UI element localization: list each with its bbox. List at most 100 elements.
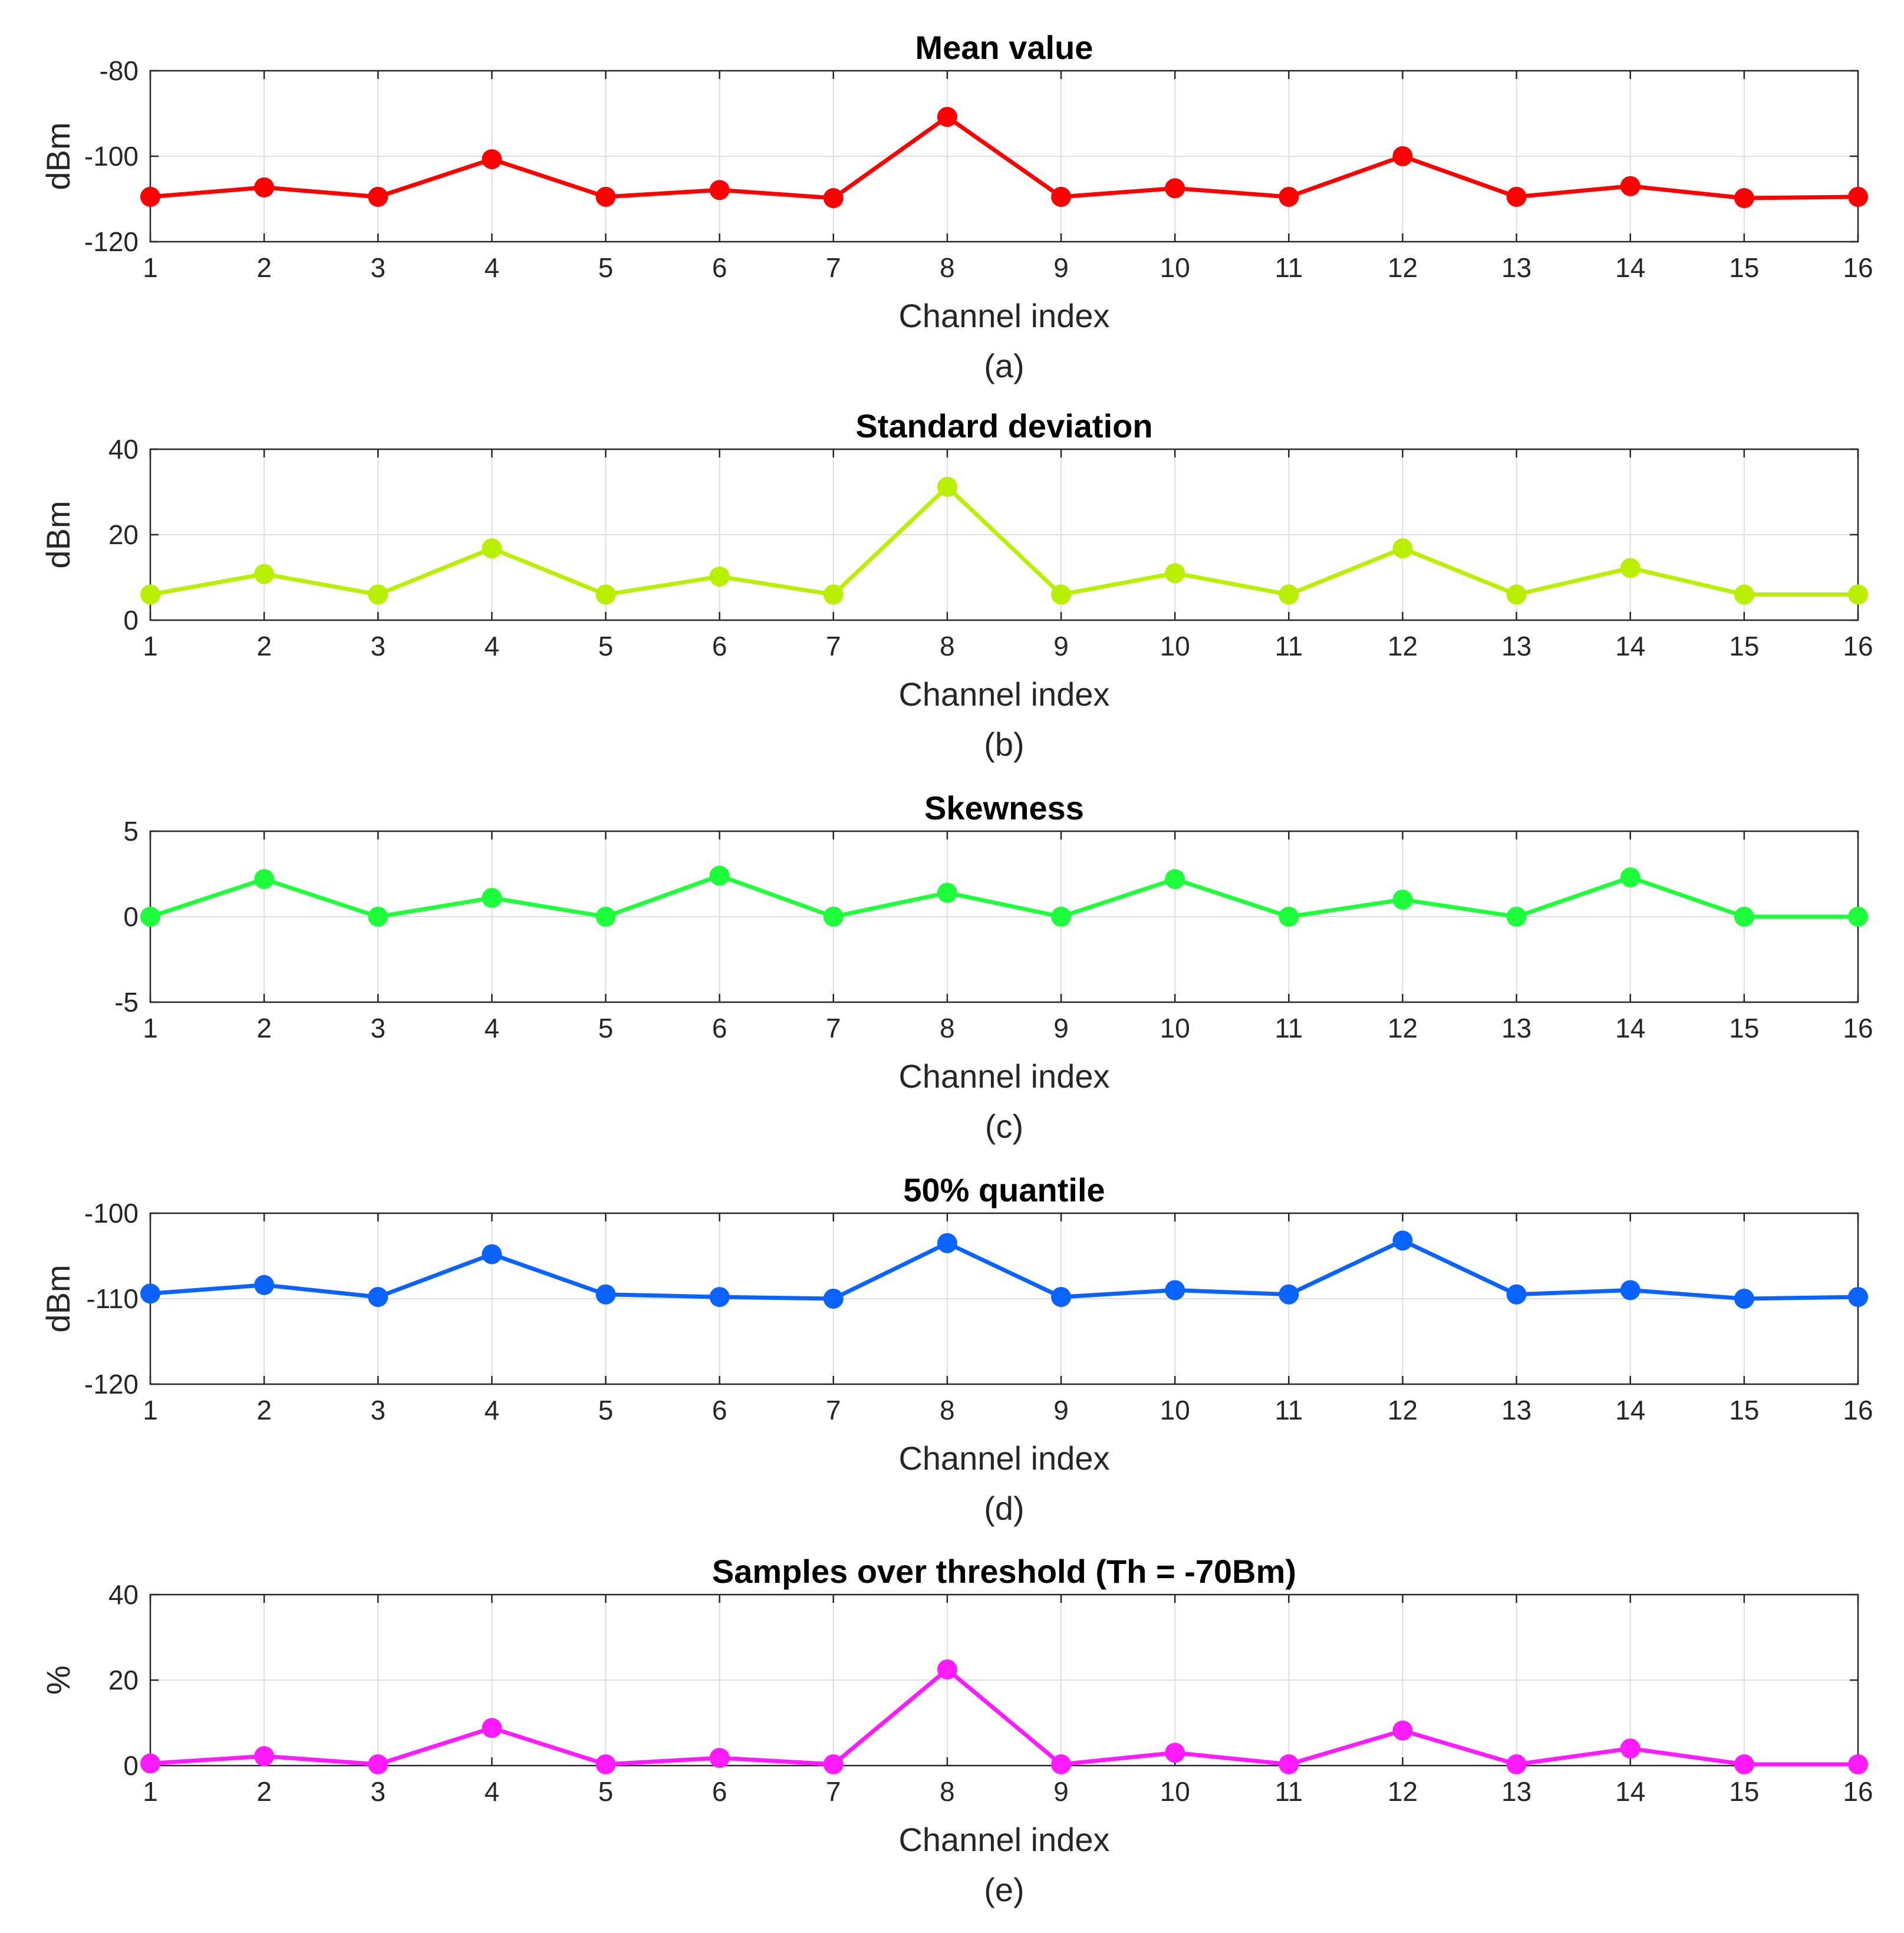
x-axis-label: Channel index [898, 297, 1109, 334]
y-tick-label: -100 [84, 141, 139, 172]
data-point [1165, 178, 1185, 199]
series-line [150, 1667, 1858, 1767]
data-point [254, 177, 275, 197]
data-point [595, 186, 616, 207]
x-axis-label: Channel index [898, 1821, 1109, 1858]
x-tick-label: 13 [1501, 1013, 1531, 1043]
x-tick-label: 12 [1388, 1013, 1418, 1043]
x-tick-label: 6 [712, 1013, 727, 1043]
y-tick-label: -80 [100, 55, 139, 86]
x-tick-label: 9 [1053, 1395, 1069, 1425]
data-point [1051, 1754, 1072, 1774]
data-point [1279, 584, 1299, 605]
x-tick-label: 15 [1729, 252, 1759, 283]
y-tick-label: 0 [123, 901, 139, 932]
x-tick-label: 6 [712, 1776, 727, 1807]
data-point [254, 1275, 275, 1295]
x-tick-label: 11 [1274, 1395, 1303, 1425]
x-tick-label: 1 [143, 1395, 158, 1425]
data-point [823, 584, 844, 605]
data-point [709, 567, 730, 587]
panel-caption: (c) [985, 1108, 1023, 1145]
x-tick-label: 14 [1615, 252, 1645, 283]
x-tick-label: 15 [1729, 1395, 1759, 1425]
y-tick-label: 40 [108, 1579, 139, 1610]
x-tick-label: 15 [1729, 631, 1759, 661]
data-point [1165, 869, 1185, 890]
data-point [709, 1747, 730, 1768]
data-point [1620, 558, 1641, 578]
data-point [1506, 1754, 1527, 1774]
data-point [709, 180, 730, 200]
x-tick-label: 10 [1160, 1013, 1190, 1043]
y-tick-label: 20 [108, 1665, 139, 1695]
y-tick-label: -5 [114, 987, 139, 1017]
data-point [1734, 1289, 1754, 1309]
x-tick-label: 11 [1274, 1776, 1303, 1807]
y-axis-label: dBm [39, 1264, 77, 1332]
data-point [1165, 1743, 1185, 1763]
x-tick-label: 2 [256, 252, 272, 283]
data-point [823, 188, 844, 209]
data-point [1051, 1287, 1072, 1308]
chart-title: Skewness [924, 789, 1084, 826]
x-tick-label: 13 [1501, 1395, 1531, 1425]
data-point [1392, 1720, 1413, 1741]
x-tick-label: 2 [256, 1776, 272, 1807]
x-tick-label: 14 [1615, 1776, 1645, 1807]
data-point [1848, 907, 1868, 927]
x-tick-label: 9 [1053, 631, 1069, 661]
y-axis-label: dBm [39, 122, 77, 190]
x-tick-label: 14 [1615, 1395, 1645, 1425]
data-point [1051, 186, 1072, 207]
x-tick-label: 5 [598, 631, 614, 661]
data-point [1620, 176, 1641, 196]
chart-title: 50% quantile [903, 1171, 1105, 1208]
x-tick-label: 4 [485, 1013, 500, 1043]
x-tick-label: 3 [370, 252, 386, 283]
x-tick-label: 14 [1615, 631, 1645, 661]
x-tick-label: 11 [1274, 1013, 1303, 1043]
data-point [1848, 1754, 1868, 1774]
data-point [368, 1754, 388, 1774]
data-point [140, 584, 160, 605]
x-tick-label: 6 [712, 631, 727, 661]
x-tick-label: 4 [485, 1776, 500, 1807]
x-tick-label: 16 [1843, 252, 1873, 283]
data-point [1734, 1754, 1754, 1774]
x-tick-label: 10 [1160, 631, 1190, 661]
data-point [1506, 1284, 1527, 1305]
data-point [595, 907, 616, 927]
data-point [1506, 186, 1527, 207]
x-tick-label: 10 [1160, 252, 1190, 283]
y-tick-label: 40 [108, 434, 139, 465]
data-point [1734, 584, 1754, 605]
x-tick-label: 7 [826, 1013, 841, 1043]
y-tick-label: -110 [86, 1283, 139, 1314]
data-point [709, 865, 730, 886]
panel-caption: (e) [984, 1871, 1024, 1908]
data-point [937, 1233, 957, 1253]
data-point [368, 186, 388, 207]
data-point [140, 907, 160, 927]
x-tick-label: 3 [370, 631, 386, 661]
data-point [595, 584, 616, 605]
y-tick-label: -120 [84, 226, 139, 257]
x-tick-label: 5 [598, 1776, 614, 1807]
data-point [254, 564, 275, 584]
x-tick-label: 13 [1501, 631, 1531, 661]
data-point [368, 584, 388, 605]
x-tick-label: 4 [485, 252, 500, 283]
axes-frame [149, 1593, 1859, 1767]
x-tick-label: 12 [1388, 252, 1418, 283]
y-tick-label: 0 [123, 605, 139, 635]
data-point [482, 888, 502, 908]
data-point [254, 1746, 275, 1767]
x-tick-label: 8 [940, 252, 955, 283]
data-point [823, 1289, 844, 1309]
series-line [150, 1238, 1859, 1301]
x-tick-label: 2 [256, 1013, 272, 1043]
x-tick-label: 3 [370, 1013, 386, 1043]
